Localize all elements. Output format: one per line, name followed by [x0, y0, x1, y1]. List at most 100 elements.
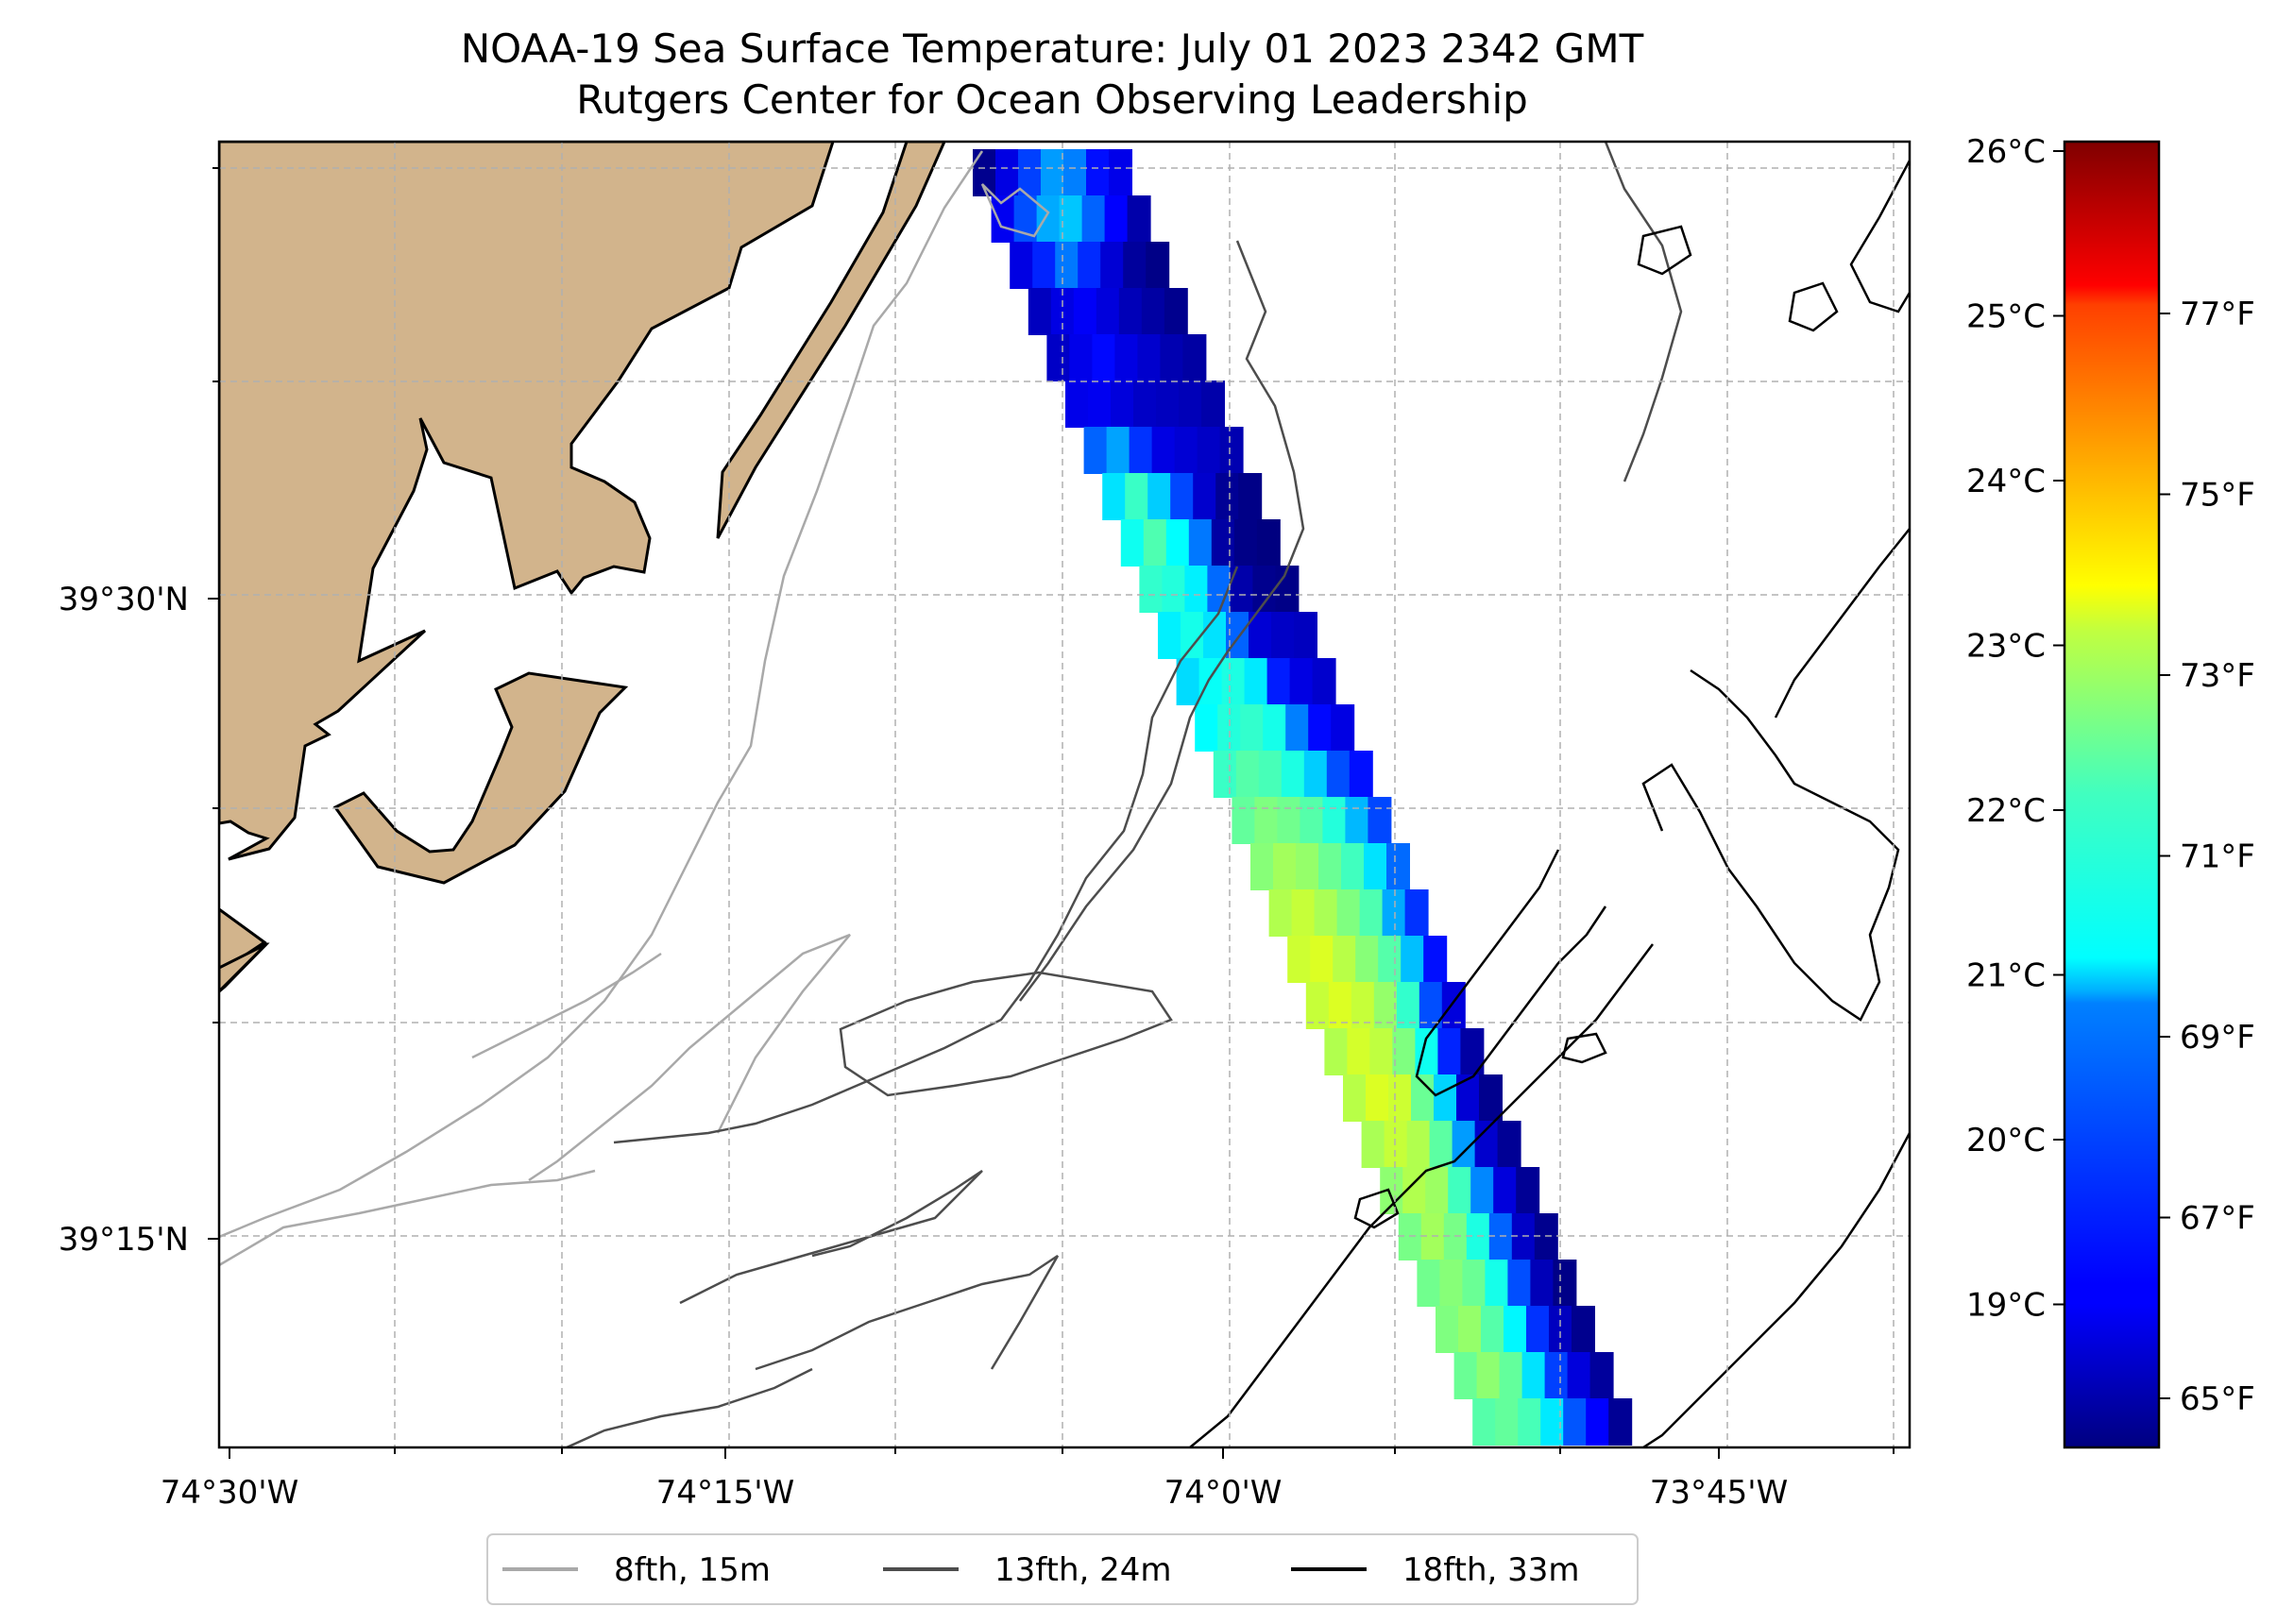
sst-cell	[1165, 519, 1190, 567]
sst-cell	[1303, 751, 1328, 798]
sst-cell	[1197, 427, 1221, 474]
sst-cell	[1378, 936, 1402, 983]
sst-cell	[1096, 288, 1120, 335]
sst-cell	[1567, 1352, 1591, 1399]
sst-cell	[1318, 843, 1342, 890]
chart-subtitle: Rutgers Center for Ocean Observing Leade…	[576, 76, 1528, 123]
sst-cell	[1439, 1260, 1464, 1307]
sst-cell	[1355, 936, 1380, 983]
sst-cell	[1244, 658, 1268, 705]
contour-18fth-main	[1189, 943, 1654, 1447]
sst-cell	[1462, 1260, 1487, 1307]
sst-cell	[1398, 1213, 1422, 1260]
contour-13fth-south	[679, 1169, 983, 1305]
contour-18fth-north	[1849, 160, 1910, 313]
sst-cell	[1275, 566, 1300, 613]
sst-cell	[1232, 797, 1256, 844]
contour-13fth-upper	[1604, 142, 1683, 482]
sst-cell	[1028, 288, 1052, 335]
colorbar-fahrenheit-label: 75°F	[2180, 477, 2255, 515]
sst-cell	[1406, 1121, 1431, 1168]
sst-cell	[1485, 1260, 1509, 1307]
sst-cell	[1470, 1167, 1495, 1214]
sst-cell	[1032, 242, 1057, 289]
contour-18fth-loop-d	[1353, 1188, 1400, 1229]
sst-cell	[1366, 1074, 1389, 1122]
colorbar-celsius-ticks: 26°C 25°C 24°C 23°C 22°C 21°C 20°C 19°C	[1966, 133, 2065, 1325]
sst-cell	[1351, 982, 1375, 1029]
sst-cell	[1479, 1074, 1503, 1122]
sst-cell	[1109, 149, 1132, 196]
sst-cell	[1553, 1260, 1577, 1307]
land-mainland	[219, 142, 835, 861]
sst-cell	[1219, 427, 1244, 474]
contour-18fth-shelf	[1641, 668, 1900, 1022]
colorbar-gradient	[2063, 140, 2161, 1449]
sst-cell	[1127, 195, 1151, 243]
lon-tick-label: 74°15'W	[656, 1474, 795, 1512]
contour-18fth-lower	[1642, 1132, 1910, 1447]
lat-axis	[208, 167, 219, 1240]
land-lower-coast	[219, 942, 268, 994]
colorbar-fahrenheit-label: 71°F	[2180, 838, 2255, 876]
sst-cell	[995, 149, 1019, 196]
sst-cell	[1466, 1213, 1490, 1260]
sst-cell	[1388, 1074, 1412, 1122]
sst-cell	[1143, 519, 1167, 567]
sst-cell	[1106, 427, 1130, 474]
legend-box	[486, 1533, 1639, 1605]
sst-cell	[1250, 843, 1274, 890]
sst-cell	[1521, 1352, 1546, 1399]
sst-cell	[1285, 704, 1310, 752]
sst-cell	[1382, 889, 1406, 937]
sst-cell	[1041, 149, 1064, 196]
sst-cell	[1238, 473, 1263, 520]
sst-cell	[1102, 473, 1127, 520]
sst-cell	[1586, 1398, 1610, 1446]
sst-cell	[1497, 1121, 1521, 1168]
sst-cell	[1156, 381, 1180, 428]
sst-cell	[1386, 843, 1410, 890]
sst-cell	[1369, 1028, 1394, 1075]
sst-cell	[1252, 566, 1277, 613]
sst-cell	[1495, 1398, 1520, 1446]
contour-13fth-lobe	[839, 971, 1173, 1097]
sst-cell	[1188, 519, 1213, 567]
sst-cell	[1221, 658, 1246, 705]
sst-cell	[1572, 1306, 1595, 1353]
contour-8fth-north-loop	[980, 183, 1050, 238]
contour-18fth-loop-a	[1637, 225, 1692, 276]
sst-cell	[1359, 889, 1384, 937]
sst-cell	[1481, 1306, 1504, 1353]
map-frame	[217, 140, 1912, 1449]
sst-cell	[1314, 889, 1338, 937]
sst-cell	[1114, 334, 1139, 381]
sst-cell	[1273, 843, 1297, 890]
legend-label: 8fth, 15m	[614, 1551, 771, 1589]
contour-13fth-bottom	[566, 1367, 813, 1447]
contour-13fth-ridge	[613, 566, 1239, 1144]
map-gridlines	[219, 142, 1910, 1447]
sst-cell	[1081, 195, 1106, 243]
sst-cell	[1563, 1398, 1588, 1446]
sst-cell	[1443, 1213, 1468, 1260]
sst-cell	[1417, 1260, 1441, 1307]
legend: 8fth, 15m 13fth, 24m 18fth, 33m	[486, 1533, 1639, 1605]
sst-cell	[1120, 519, 1145, 567]
sst-cell	[1184, 566, 1209, 613]
lon-tick-label: 74°0'W	[1164, 1474, 1283, 1512]
sst-cell	[1511, 1213, 1536, 1260]
sst-cell	[1423, 936, 1448, 983]
sst-cell	[1458, 1306, 1482, 1353]
colorbar-celsius-label: 19°C	[1966, 1287, 2046, 1325]
sst-cell	[1420, 1213, 1445, 1260]
sst-cell	[1018, 149, 1042, 196]
sst-cell	[991, 195, 1015, 243]
sst-cell	[1305, 982, 1330, 1029]
sst-cell	[1277, 797, 1301, 844]
sst-cell	[1296, 843, 1319, 890]
sst-cell	[1055, 242, 1079, 289]
sst-cell	[1271, 612, 1295, 659]
contour-8fth-south	[219, 1169, 596, 1267]
legend-label: 18fth, 33m	[1402, 1551, 1580, 1589]
